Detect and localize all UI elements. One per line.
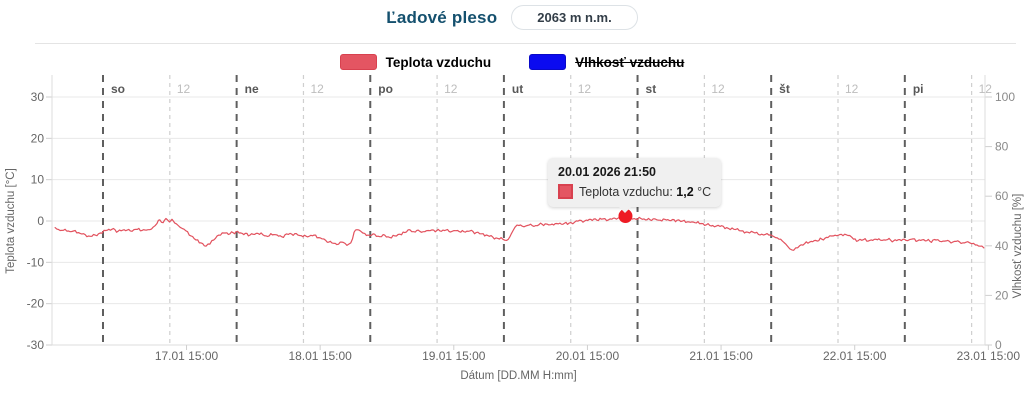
legend-item-humidity[interactable]: Vlhkosť vzduchu — [529, 54, 684, 70]
right-axis-tick-label: 40 — [995, 239, 1009, 253]
right-axis-tick-label: 0 — [995, 338, 1002, 352]
right-axis-tick-label: 80 — [995, 140, 1009, 154]
humidity-series-swatch — [529, 54, 567, 70]
header-divider — [35, 43, 1016, 44]
x-axis-tick-label: 22.01 15:00 — [823, 349, 887, 363]
x-axis-tick-label: 19.01 15:00 — [422, 349, 486, 363]
temperature-line — [54, 215, 985, 251]
x-axis-tick-label: 18.01 15:00 — [288, 349, 352, 363]
day-label: pi — [913, 82, 924, 96]
y-axis-title-left: Teplota vzduchu [°C] — [5, 168, 17, 274]
x-axis-tick-label: 21.01 15:00 — [689, 349, 753, 363]
day-label: ut — [512, 82, 523, 96]
left-axis-tick-label: 0 — [37, 214, 44, 228]
tooltip-unit: °C — [697, 184, 712, 199]
tooltip-title: 20.01 2026 21:50 — [558, 165, 657, 179]
noon-label: 12 — [845, 82, 859, 96]
left-axis-tick-label: -10 — [27, 255, 45, 269]
right-axis-tick-label: 100 — [995, 90, 1015, 104]
legend-item-temperature[interactable]: Teplota vzduchu — [339, 54, 492, 70]
y-axis-title-right: Vlhkosť vzduchu [%] — [1012, 194, 1024, 299]
temperature-series-swatch — [339, 54, 377, 70]
day-label: ne — [245, 82, 259, 96]
noon-label: 12 — [979, 82, 993, 96]
noon-label: 12 — [310, 82, 324, 96]
noon-label: 12 — [711, 82, 725, 96]
day-label: št — [779, 82, 790, 96]
noon-label: 12 — [444, 82, 458, 96]
left-axis-tick-label: -30 — [27, 338, 45, 352]
page-title: Ľadové pleso — [386, 7, 498, 27]
left-axis-tick-label: 30 — [31, 90, 45, 104]
x-axis-tick-label: 17.01 15:00 — [155, 349, 219, 363]
x-axis-tick-label: 20.01 15:00 — [556, 349, 620, 363]
legend-label-temperature: Teplota vzduchu — [385, 54, 492, 70]
x-axis-title: Dátum [DD.MM H:mm] — [460, 370, 576, 382]
chart-legend: Teplota vzduchu Vlhkosť vzduchu — [0, 54, 1024, 70]
elevation-badge: 2063 m n.m. — [511, 5, 638, 30]
tooltip-row: Teplota vzduchu: 1,2 °C — [558, 184, 711, 199]
day-label: so — [111, 82, 125, 96]
tooltip-value: 1,2 — [676, 184, 694, 199]
right-axis-tick-label: 20 — [995, 288, 1009, 302]
tooltip-series-label: Teplota vzduchu: — [579, 184, 673, 199]
x-axis-tick-label: 23.01 15:00 — [957, 349, 1021, 363]
legend-label-humidity: Vlhkosť vzduchu — [575, 54, 685, 70]
left-axis-tick-label: 20 — [31, 131, 45, 145]
right-axis-tick-label: 60 — [995, 189, 1009, 203]
tooltip: 20.01 2026 21:50 Teplota vzduchu: 1,2 °C — [548, 158, 722, 213]
left-axis-tick-label: 10 — [31, 173, 45, 187]
day-label: st — [646, 82, 657, 96]
day-label: po — [378, 82, 393, 96]
noon-label: 12 — [578, 82, 592, 96]
noon-label: 12 — [177, 82, 191, 96]
tooltip-series-swatch — [558, 184, 573, 199]
left-axis-tick-label: -20 — [27, 297, 45, 311]
chart-header: Ľadové pleso 2063 m n.m. — [0, 5, 1024, 30]
